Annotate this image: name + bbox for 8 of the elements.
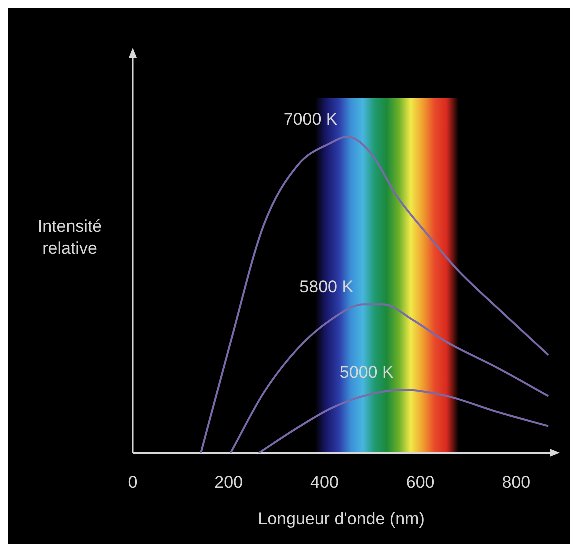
x-tick-label: 600 bbox=[406, 473, 435, 492]
x-tick-label: 200 bbox=[214, 473, 244, 492]
series-label: 7000 K bbox=[284, 110, 338, 130]
x-tick-label: 800 bbox=[502, 473, 531, 492]
x-tick-label: 0 bbox=[128, 473, 138, 492]
y-axis-title: Intensité relative bbox=[38, 217, 102, 258]
x-axis-title: Longueur d'onde (nm) bbox=[258, 509, 425, 528]
x-tick-label: 400 bbox=[310, 473, 339, 492]
